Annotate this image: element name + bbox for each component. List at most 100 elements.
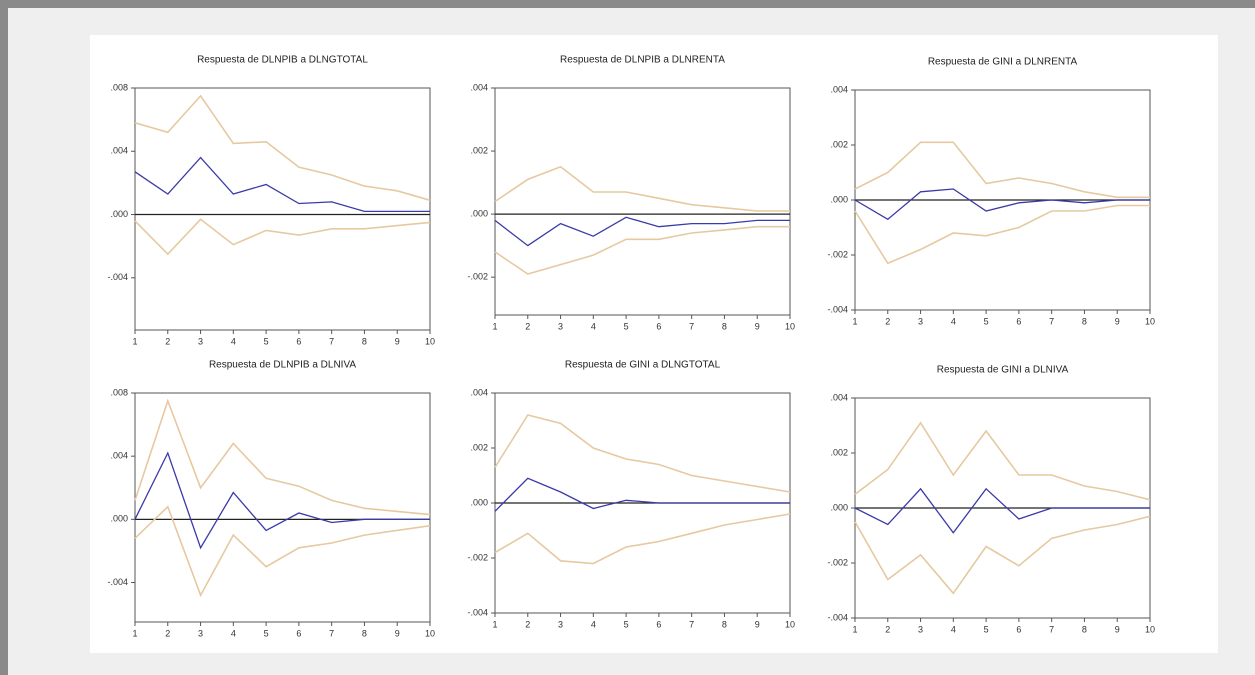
x-tick-label: 1 — [492, 321, 497, 331]
x-tick-label: 1 — [852, 316, 857, 326]
x-tick-label: 6 — [296, 628, 301, 638]
plot-frame — [134, 392, 431, 623]
chart-title: Respuesta de GINI a DLNIVA — [937, 365, 1069, 376]
x-tick-label: 2 — [165, 336, 170, 346]
y-tick-label: -.002 — [827, 557, 848, 567]
x-tick-label: 7 — [329, 628, 334, 638]
y-tick-label: .004 — [110, 146, 128, 156]
y-tick-label: -.004 — [467, 607, 488, 617]
chart-title: Respuesta de DLNPIB a DLNRENTA — [560, 55, 725, 66]
y-tick-label: .008 — [110, 387, 128, 397]
x-tick-label: 3 — [918, 316, 923, 326]
chart-title: Respuesta de GINI a DLNGTOTAL — [565, 360, 721, 371]
x-tick-label: 4 — [231, 336, 236, 346]
y-tick-label: -.002 — [467, 272, 488, 282]
y-tick-label: .000 — [110, 514, 128, 524]
x-tick-label: 8 — [722, 619, 727, 629]
x-tick-label: 8 — [722, 321, 727, 331]
series-line — [494, 477, 790, 512]
x-tick-label: 2 — [885, 316, 890, 326]
series-line — [494, 225, 790, 275]
x-tick-label: 5 — [624, 619, 629, 629]
figure — [90, 35, 1218, 653]
y-tick-label: .002 — [830, 447, 848, 457]
x-tick-label: 10 — [425, 628, 435, 638]
y-tick-label: -.004 — [827, 612, 848, 622]
y-tick-label: .000 — [470, 497, 488, 507]
charts: Respuesta de DLNPIB a DLNGTOTAL -.004 .000… — [107, 55, 1155, 639]
x-tick-label: 2 — [525, 321, 530, 331]
series-line — [854, 188, 1150, 221]
x-tick-label: 7 — [689, 619, 694, 629]
x-tick-label: 2 — [885, 624, 890, 634]
x-tick-label: 4 — [231, 628, 236, 638]
x-tick-label: 10 — [1145, 624, 1155, 634]
x-tick-label: 3 — [198, 336, 203, 346]
x-tick-label: 3 — [558, 619, 563, 629]
y-tick-label: .004 — [470, 82, 488, 92]
x-tick-label: 7 — [689, 321, 694, 331]
chart-title: Respuesta de GINI a DLNRENTA — [928, 57, 1078, 68]
series-line — [854, 421, 1151, 501]
x-tick-label: 4 — [591, 619, 596, 629]
x-tick-label: 6 — [296, 336, 301, 346]
series-line — [134, 156, 430, 213]
x-tick-label: 3 — [918, 624, 923, 634]
x-tick-label: 8 — [1082, 624, 1087, 634]
x-tick-label: 1 — [132, 628, 137, 638]
plot-frame — [134, 87, 431, 331]
series-line — [854, 141, 1150, 199]
x-tick-label: 8 — [362, 628, 367, 638]
x-tick-label: 9 — [755, 619, 760, 629]
y-tick-label: .000 — [830, 194, 848, 204]
x-tick-label: 3 — [198, 628, 203, 638]
x-tick-label: 1 — [492, 619, 497, 629]
x-tick-label: 6 — [656, 321, 661, 331]
x-tick-label: 9 — [1115, 624, 1120, 634]
series-line — [134, 94, 431, 202]
x-tick-label: 10 — [425, 336, 435, 346]
y-tick-label: .002 — [470, 442, 488, 452]
x-tick-label: 4 — [951, 624, 956, 634]
x-tick-label: 9 — [1115, 316, 1120, 326]
chart-title: Respuesta de DLNPIB a DLNGTOTAL — [197, 55, 368, 66]
x-tick-label: 9 — [395, 628, 400, 638]
series-line — [854, 515, 1151, 595]
series-line — [854, 204, 1150, 265]
chart-title: Respuesta de DLNPIB a DLNIVA — [209, 360, 356, 371]
x-tick-label: 7 — [1049, 316, 1054, 326]
x-tick-label: 1 — [132, 336, 137, 346]
y-tick-label: .004 — [470, 387, 488, 397]
y-tick-label: -.004 — [107, 577, 128, 587]
x-tick-label: 5 — [624, 321, 629, 331]
y-tick-label: .000 — [830, 502, 848, 512]
series-line — [134, 451, 430, 550]
x-tick-label: 8 — [362, 336, 367, 346]
series-line — [134, 398, 431, 516]
x-tick-label: 9 — [395, 336, 400, 346]
series-line — [494, 165, 790, 212]
x-tick-label: 6 — [656, 619, 661, 629]
x-tick-label: 7 — [1049, 624, 1054, 634]
series-line — [494, 513, 791, 565]
series-line — [854, 487, 1150, 534]
x-tick-label: 10 — [785, 321, 795, 331]
y-tick-label: -.004 — [827, 304, 848, 314]
x-tick-label: 8 — [1082, 316, 1087, 326]
x-tick-label: 5 — [264, 628, 269, 638]
y-tick-label: .004 — [110, 451, 128, 461]
y-tick-label: .000 — [470, 208, 488, 218]
x-tick-label: 4 — [591, 321, 596, 331]
x-tick-label: 9 — [755, 321, 760, 331]
series-line — [134, 218, 431, 256]
x-tick-label: 10 — [1145, 316, 1155, 326]
x-tick-label: 5 — [264, 336, 269, 346]
x-tick-label: 7 — [329, 336, 334, 346]
x-tick-label: 5 — [984, 624, 989, 634]
y-tick-label: .000 — [110, 209, 128, 219]
y-tick-label: -.002 — [467, 552, 488, 562]
x-tick-label: 6 — [1016, 316, 1021, 326]
y-tick-label: .004 — [830, 392, 848, 402]
series-line — [494, 414, 791, 493]
